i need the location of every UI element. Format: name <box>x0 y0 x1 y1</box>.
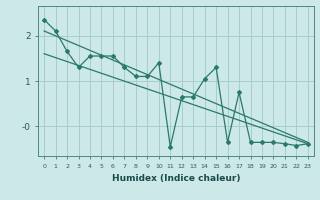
X-axis label: Humidex (Indice chaleur): Humidex (Indice chaleur) <box>112 174 240 183</box>
